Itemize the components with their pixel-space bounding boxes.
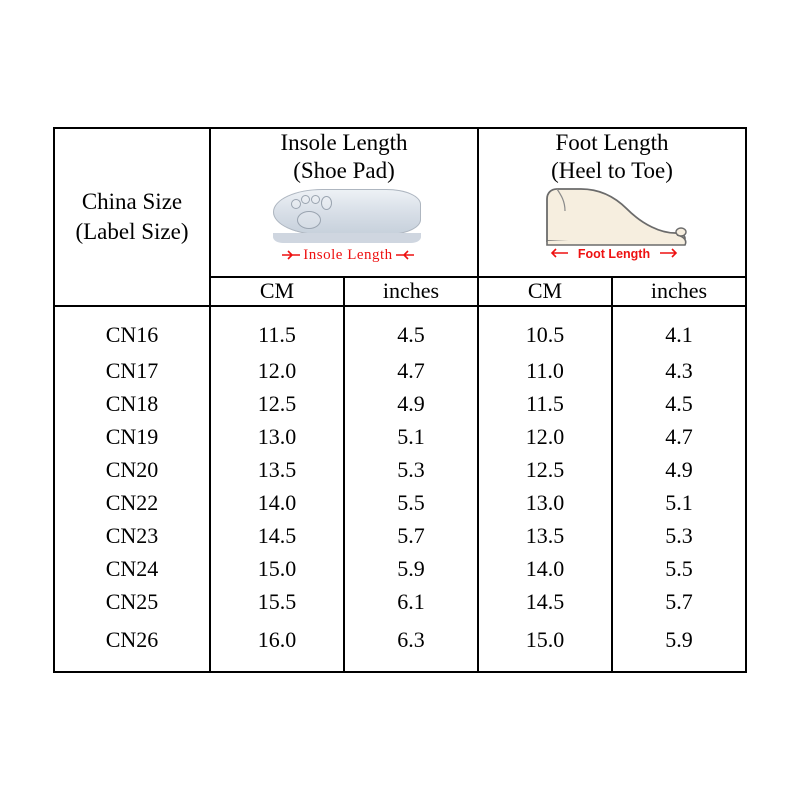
cell-foot-cm: 12.5 xyxy=(478,454,612,487)
col-header-insole-title: Insole Length (Shoe Pad) xyxy=(210,128,478,184)
insole-image-cell: Insole Length xyxy=(210,184,478,277)
insole-arrow: Insole Length xyxy=(267,247,429,267)
cell-insole-cm: 15.0 xyxy=(210,553,344,586)
cell-foot-in: 5.5 xyxy=(612,553,746,586)
size-title-line1: China Size xyxy=(82,189,182,214)
page: China Size (Label Size) Insole Length (S… xyxy=(0,0,800,800)
cell-insole-cm: 15.5 xyxy=(210,586,344,619)
cell-size: CN18 xyxy=(54,388,210,421)
col-header-foot-cm: CM xyxy=(478,277,612,305)
cell-size: CN25 xyxy=(54,586,210,619)
col-header-size: China Size (Label Size) xyxy=(54,128,210,306)
foot-title-line2: (Heel to Toe) xyxy=(551,158,673,183)
cell-foot-cm: 13.0 xyxy=(478,487,612,520)
cell-foot-cm: 13.5 xyxy=(478,520,612,553)
cell-foot-in: 4.3 xyxy=(612,355,746,388)
cell-insole-cm: 12.5 xyxy=(210,388,344,421)
cell-foot-in: 5.3 xyxy=(612,520,746,553)
table-row: CN2415.05.914.05.5 xyxy=(54,553,746,586)
cell-insole-in: 6.3 xyxy=(344,619,478,672)
foot-image-cell: Foot Length xyxy=(478,184,746,277)
cell-insole-in: 5.1 xyxy=(344,421,478,454)
table-header: China Size (Label Size) Insole Length (S… xyxy=(54,128,746,306)
cell-foot-cm: 15.0 xyxy=(478,619,612,672)
table-row: CN2214.05.513.05.1 xyxy=(54,487,746,520)
table-row: CN1712.04.711.04.3 xyxy=(54,355,746,388)
cell-insole-in: 5.7 xyxy=(344,520,478,553)
cell-foot-in: 4.1 xyxy=(612,306,746,355)
cell-size: CN24 xyxy=(54,553,210,586)
cell-foot-cm: 11.0 xyxy=(478,355,612,388)
insole-icon: Insole Length xyxy=(249,187,439,269)
col-header-foot-title: Foot Length (Heel to Toe) xyxy=(478,128,746,184)
cell-insole-cm: 12.0 xyxy=(210,355,344,388)
foot-arrow: Foot Length xyxy=(539,247,689,267)
cell-size: CN19 xyxy=(54,421,210,454)
cell-size: CN16 xyxy=(54,306,210,355)
size-chart-table: China Size (Label Size) Insole Length (S… xyxy=(53,127,747,673)
cell-foot-cm: 12.0 xyxy=(478,421,612,454)
cell-insole-in: 4.5 xyxy=(344,306,478,355)
cell-foot-in: 4.9 xyxy=(612,454,746,487)
cell-foot-cm: 10.5 xyxy=(478,306,612,355)
cell-insole-cm: 14.5 xyxy=(210,520,344,553)
cell-size: CN23 xyxy=(54,520,210,553)
cell-size: CN20 xyxy=(54,454,210,487)
cell-foot-cm: 11.5 xyxy=(478,388,612,421)
cell-insole-cm: 13.0 xyxy=(210,421,344,454)
foot-icon: Foot Length xyxy=(527,187,697,269)
insole-arrow-label: Insole Length xyxy=(303,247,392,263)
foot-arrow-label: Foot Length xyxy=(574,247,654,261)
cell-size: CN26 xyxy=(54,619,210,672)
insole-title-line2: (Shoe Pad) xyxy=(293,158,395,183)
cell-insole-in: 4.7 xyxy=(344,355,478,388)
col-header-insole-in: inches xyxy=(344,277,478,305)
table-row: CN1611.54.510.54.1 xyxy=(54,306,746,355)
table-row: CN2013.55.312.54.9 xyxy=(54,454,746,487)
table-body: CN1611.54.510.54.1CN1712.04.711.04.3CN18… xyxy=(54,306,746,672)
cell-foot-in: 4.5 xyxy=(612,388,746,421)
col-header-foot-in: inches xyxy=(612,277,746,305)
cell-size: CN22 xyxy=(54,487,210,520)
cell-insole-in: 5.5 xyxy=(344,487,478,520)
cell-foot-in: 4.7 xyxy=(612,421,746,454)
cell-insole-cm: 13.5 xyxy=(210,454,344,487)
cell-insole-cm: 11.5 xyxy=(210,306,344,355)
size-title-line2: (Label Size) xyxy=(75,219,188,244)
table-row: CN1812.54.911.54.5 xyxy=(54,388,746,421)
insole-title-line1: Insole Length xyxy=(280,130,407,155)
cell-foot-cm: 14.5 xyxy=(478,586,612,619)
table-row: CN2515.56.114.55.7 xyxy=(54,586,746,619)
cell-insole-in: 5.9 xyxy=(344,553,478,586)
cell-insole-in: 6.1 xyxy=(344,586,478,619)
cell-foot-in: 5.9 xyxy=(612,619,746,672)
cell-foot-in: 5.7 xyxy=(612,586,746,619)
foot-title-line1: Foot Length xyxy=(555,130,668,155)
table-row: CN1913.05.112.04.7 xyxy=(54,421,746,454)
table-row: CN2616.06.315.05.9 xyxy=(54,619,746,672)
cell-foot-in: 5.1 xyxy=(612,487,746,520)
col-header-insole-cm: CM xyxy=(210,277,344,305)
cell-insole-cm: 16.0 xyxy=(210,619,344,672)
cell-foot-cm: 14.0 xyxy=(478,553,612,586)
cell-size: CN17 xyxy=(54,355,210,388)
cell-insole-in: 5.3 xyxy=(344,454,478,487)
cell-insole-cm: 14.0 xyxy=(210,487,344,520)
cell-insole-in: 4.9 xyxy=(344,388,478,421)
table-row: CN2314.55.713.55.3 xyxy=(54,520,746,553)
